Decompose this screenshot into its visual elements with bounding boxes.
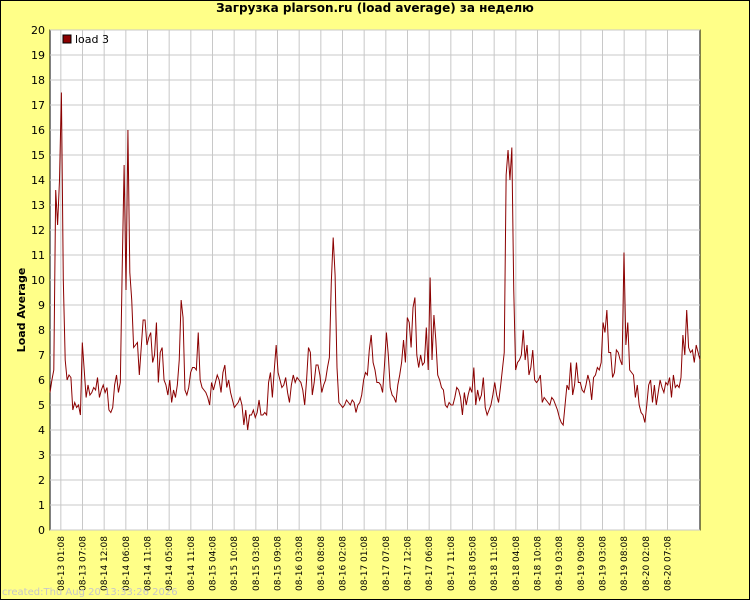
x-tick-label: 08-19 03:08 (599, 536, 609, 591)
x-tick-label: 08-18 04:08 (512, 536, 522, 591)
y-tick-label: 14 (31, 174, 45, 187)
x-tick-label: 08-17 06:08 (425, 536, 435, 591)
footer-created-text: created:Thu Aug 20 13:33:26 2026 (2, 587, 178, 598)
y-tick-label: 1 (38, 499, 45, 512)
y-tick-label: 11 (31, 249, 45, 262)
y-tick-label: 18 (31, 74, 45, 87)
x-tick-label: 08-14 06:08 (122, 536, 132, 591)
x-axis-ticks: 08-13 01:08 08-13 07:08 08-14 12:08 08-14 0… (57, 536, 674, 591)
x-tick-label: 08-17 12:08 (404, 536, 414, 591)
x-tick-label: 08-17 11:08 (447, 536, 457, 591)
y-tick-label: 6 (38, 374, 45, 387)
y-tick-label: 12 (31, 224, 45, 237)
x-tick-label: 08-15 04:08 (209, 536, 219, 591)
series-line-load-3 (49, 92, 701, 431)
x-tick-label: 08-19 08:08 (620, 536, 630, 591)
x-tick-label: 08-15 03:08 (252, 536, 262, 591)
x-tick-label: 08-19 03:08 (555, 536, 565, 591)
y-tick-label: 13 (31, 199, 45, 212)
y-tick-label: 5 (38, 399, 45, 412)
x-tick-label: 08-14 11:08 (187, 536, 197, 591)
x-tick-label: 08-15 09:08 (274, 536, 284, 591)
y-tick-label: 19 (31, 49, 45, 62)
x-tick-label: 08-13 01:08 (57, 536, 67, 591)
x-tick-label: 08-17 01:08 (360, 536, 370, 591)
y-tick-label: 7 (38, 349, 45, 362)
y-tick-label: 17 (31, 99, 45, 112)
y-tick-label: 8 (38, 324, 45, 337)
y-tick-label: 9 (38, 299, 45, 312)
y-tick-label: 10 (31, 274, 45, 287)
chart-title: Загрузка plarson.ru (load average) за не… (216, 1, 534, 15)
x-tick-label: 08-17 07:08 (382, 536, 392, 591)
x-tick-label: 08-14 05:08 (165, 536, 175, 591)
legend: load 3 (62, 33, 109, 46)
y-tick-label: 2 (38, 474, 45, 487)
y-axis-label: Load Average (15, 268, 28, 353)
grid-lines (50, 29, 700, 531)
x-tick-label: 08-16 02:08 (339, 536, 349, 591)
x-tick-label: 08-20 07:08 (664, 536, 674, 591)
legend-label: load 3 (75, 33, 109, 46)
x-tick-label: 08-15 10:08 (230, 536, 240, 591)
x-tick-label: 08-13 07:08 (79, 536, 89, 591)
x-tick-label: 08-14 12:08 (100, 536, 110, 591)
y-tick-label: 4 (38, 424, 45, 437)
x-tick-label: 08-14 11:08 (144, 536, 154, 591)
x-tick-label: 08-18 05:08 (469, 536, 479, 591)
x-tick-label: 08-18 11:08 (490, 536, 500, 591)
x-tick-label: 08-16 03:08 (295, 536, 305, 591)
x-tick-label: 08-18 10:08 (534, 536, 544, 591)
x-tick-label: 08-19 09:08 (577, 536, 587, 591)
y-tick-label: 20 (31, 24, 45, 37)
y-tick-label: 3 (38, 449, 45, 462)
x-tick-label: 08-20 02:08 (642, 536, 652, 591)
y-tick-label: 16 (31, 124, 45, 137)
legend-swatch (62, 34, 72, 44)
y-tick-label: 15 (31, 149, 45, 162)
x-tick-label: 08-16 08:08 (317, 536, 327, 591)
y-tick-label: 0 (38, 524, 45, 537)
